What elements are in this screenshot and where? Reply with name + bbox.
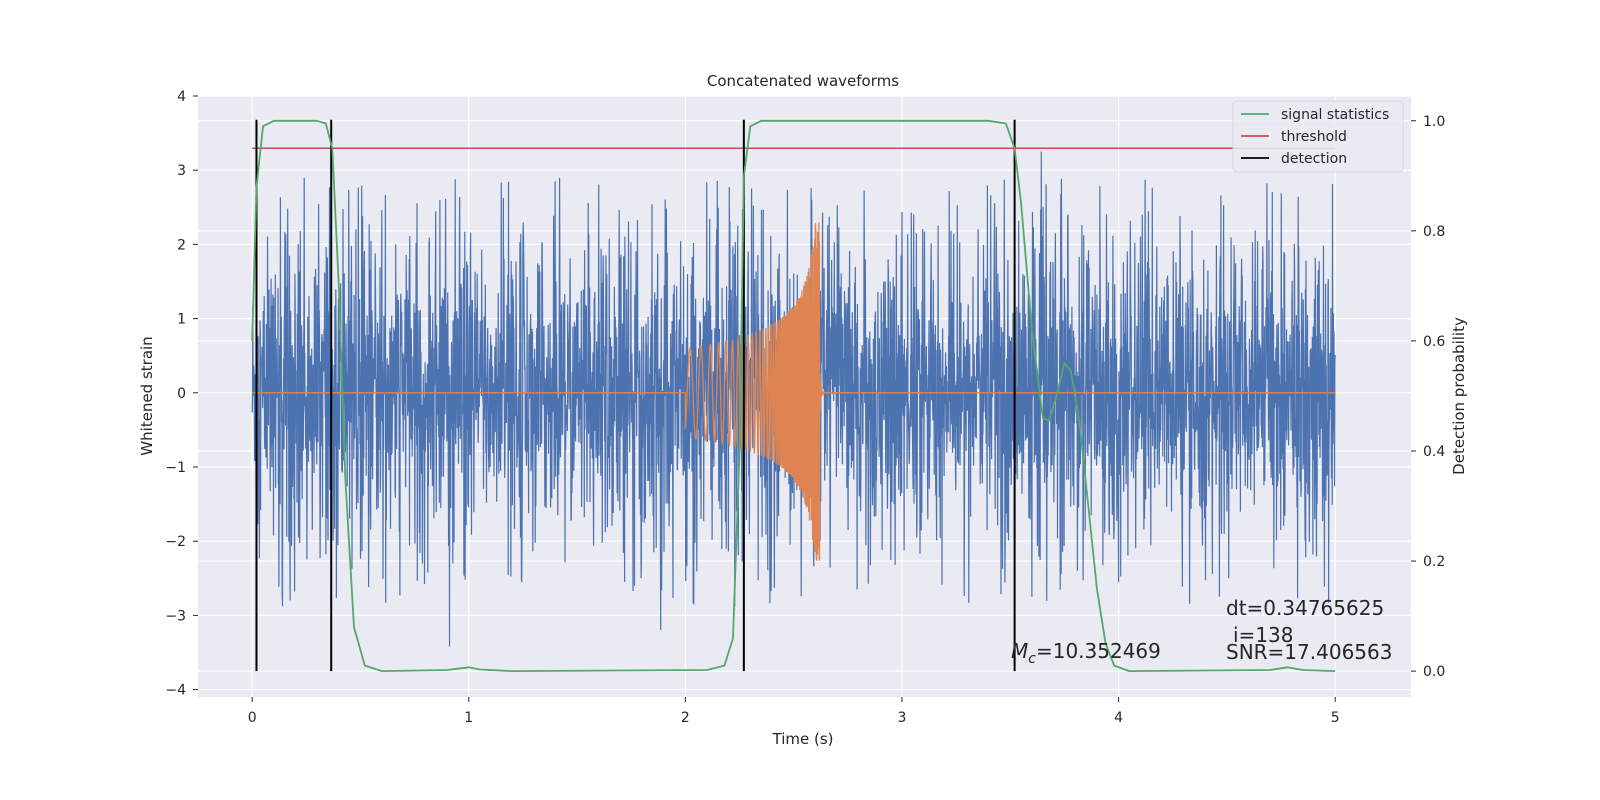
y-tick-label: 3	[177, 163, 186, 179]
legend-label: threshold	[1281, 129, 1347, 145]
y-tick-label: −3	[165, 608, 186, 624]
y-tick-label-right: 0.6	[1423, 334, 1445, 350]
plot-area	[251, 119, 1336, 672]
x-tick-label: 1	[464, 710, 473, 726]
y-axis-label: Whitened strain	[138, 336, 156, 455]
y-tick-label-right: 0.8	[1423, 224, 1445, 240]
legend-label: signal statistics	[1281, 107, 1389, 123]
axes: 0 1 2 3 4 5 −4 −3 −2 −1 0 1 2 3 4 0.0 0.2 0.4 0.6 0.8 1.0	[165, 89, 1445, 726]
snr-annotation: SNR=17.406563	[1226, 640, 1392, 664]
y-tick-label-right: 0.4	[1423, 444, 1445, 460]
y-tick-label-right: 0.2	[1423, 554, 1445, 570]
legend: signal statistics threshold detection	[1232, 100, 1404, 173]
x-axis-label: Time (s)	[772, 730, 834, 748]
y-tick-label-right: 1.0	[1423, 114, 1445, 130]
statistics-series	[251, 119, 1336, 672]
legend-box	[1232, 100, 1404, 173]
y-tick-label: −1	[165, 460, 186, 476]
y-tick-label: 0	[177, 386, 186, 402]
template-series	[252, 222, 1336, 561]
y-tick-label: 4	[177, 89, 186, 105]
y-tick-label: 1	[177, 312, 186, 328]
dt-annotation: dt=0.34765625	[1226, 596, 1384, 620]
x-tick-label: 2	[681, 710, 690, 726]
y-tick-label: −2	[165, 534, 186, 550]
x-tick-label: 5	[1331, 710, 1340, 726]
i-annotation: i=138	[1233, 623, 1294, 647]
y-tick-label: −4	[165, 683, 186, 699]
x-tick-label: 0	[248, 710, 257, 726]
y-axis-label-right: Detection probability	[1450, 317, 1468, 475]
y-tick-label: 2	[177, 237, 186, 253]
strain-series	[251, 151, 1336, 647]
x-tick-label: 4	[1114, 710, 1123, 726]
annotations: Mc=10.352469 dt=0.34765625 i=138SNR=17.406…	[1011, 596, 1392, 667]
legend-label: detection	[1281, 151, 1347, 167]
x-tick-label: 3	[898, 710, 907, 726]
chart-title: Concatenated waveforms	[707, 72, 899, 90]
y-tick-label-right: 0.0	[1423, 664, 1445, 680]
mc-annotation: Mc=10.352469	[1011, 639, 1161, 667]
